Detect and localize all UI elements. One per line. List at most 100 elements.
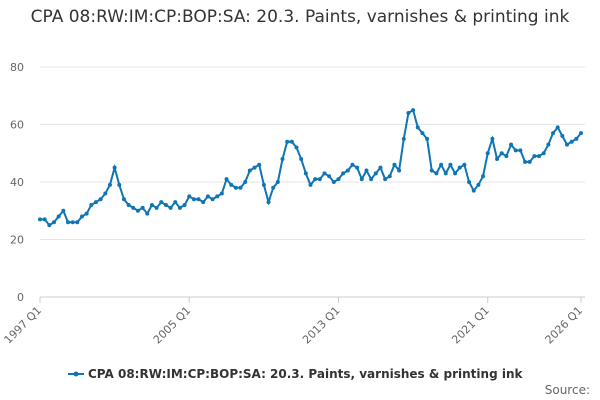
data-point xyxy=(397,168,402,173)
data-point xyxy=(131,205,136,210)
data-point xyxy=(177,205,182,210)
data-point xyxy=(551,131,556,136)
data-point xyxy=(121,197,126,202)
data-point xyxy=(280,157,285,161)
data-point xyxy=(196,197,201,202)
data-point xyxy=(247,168,252,173)
data-point xyxy=(154,205,159,210)
data-point xyxy=(462,162,467,167)
data-point xyxy=(191,197,196,202)
data-point xyxy=(485,151,490,156)
data-point xyxy=(401,136,406,141)
data-point xyxy=(285,139,290,144)
data-point xyxy=(229,182,234,187)
data-point xyxy=(345,168,350,173)
data-point xyxy=(425,136,430,141)
data-point xyxy=(294,145,299,150)
data-point xyxy=(159,200,164,205)
data-point xyxy=(224,177,229,182)
data-point xyxy=(322,171,327,176)
data-point xyxy=(93,200,98,205)
data-point xyxy=(392,162,397,167)
data-point xyxy=(434,171,439,176)
data-point xyxy=(331,180,336,184)
data-point xyxy=(173,200,178,205)
data-point xyxy=(541,151,546,156)
y-tick-label: 60 xyxy=(10,119,24,132)
data-point xyxy=(303,171,308,176)
data-point xyxy=(569,139,574,144)
data-point xyxy=(65,220,70,225)
y-tick-label: 20 xyxy=(10,234,24,247)
data-point xyxy=(313,177,318,182)
data-point xyxy=(499,151,504,156)
data-point xyxy=(327,174,332,179)
data-point xyxy=(378,165,383,170)
data-point xyxy=(75,220,80,225)
data-point xyxy=(89,203,94,207)
data-point xyxy=(252,165,257,170)
data-point xyxy=(168,205,173,210)
data-point xyxy=(453,171,458,176)
data-point xyxy=(233,185,238,190)
data-point xyxy=(299,157,304,161)
data-point xyxy=(406,111,411,115)
data-point xyxy=(243,180,248,184)
data-point xyxy=(257,162,262,167)
data-point xyxy=(289,139,294,144)
data-point xyxy=(411,108,416,113)
data-point xyxy=(537,154,542,159)
data-point xyxy=(350,162,355,167)
data-point xyxy=(98,197,103,202)
data-point xyxy=(56,214,61,219)
data-point xyxy=(481,174,486,179)
data-point xyxy=(42,217,47,222)
data-point xyxy=(420,131,425,136)
data-point xyxy=(51,220,56,225)
data-point xyxy=(555,125,560,130)
legend-label: CPA 08:RW:IM:CP:BOP:SA: 20.3. Paints, va… xyxy=(88,367,523,381)
data-point xyxy=(565,142,570,147)
data-point xyxy=(70,220,75,225)
data-point xyxy=(201,200,206,205)
chart-title: CPA 08:RW:IM:CP:BOP:SA: 20.3. Paints, va… xyxy=(30,7,570,27)
data-point xyxy=(513,148,518,153)
data-point xyxy=(336,177,341,182)
data-point xyxy=(355,165,360,170)
data-point xyxy=(219,191,224,196)
x-tick-label: 2005 Q1 xyxy=(151,304,194,347)
data-point xyxy=(112,165,117,170)
y-tick-label: 40 xyxy=(10,176,24,189)
data-point xyxy=(261,182,266,187)
x-tick-label: 2026 Q1 xyxy=(543,304,586,347)
data-point xyxy=(135,208,140,213)
data-point xyxy=(145,211,150,216)
data-point xyxy=(79,214,84,219)
data-line xyxy=(40,108,582,227)
data-point xyxy=(532,154,537,159)
data-point xyxy=(476,182,481,187)
source-label: Source: xyxy=(545,383,590,397)
data-point xyxy=(439,162,444,167)
data-point xyxy=(47,223,52,228)
data-point xyxy=(387,174,392,179)
data-point xyxy=(103,191,108,196)
data-point xyxy=(107,182,112,187)
data-point xyxy=(182,203,187,207)
data-point xyxy=(275,180,280,184)
data-point xyxy=(126,203,131,207)
data-point xyxy=(308,182,313,187)
data-point xyxy=(187,194,192,199)
data-point xyxy=(518,148,523,153)
data-point xyxy=(527,159,532,164)
data-point xyxy=(271,185,276,190)
y-tick-label: 0 xyxy=(17,291,24,304)
data-point xyxy=(364,168,369,173)
data-point xyxy=(140,205,145,210)
data-point xyxy=(38,217,42,222)
data-point xyxy=(546,142,551,147)
data-point xyxy=(579,131,583,136)
data-point xyxy=(61,208,66,213)
